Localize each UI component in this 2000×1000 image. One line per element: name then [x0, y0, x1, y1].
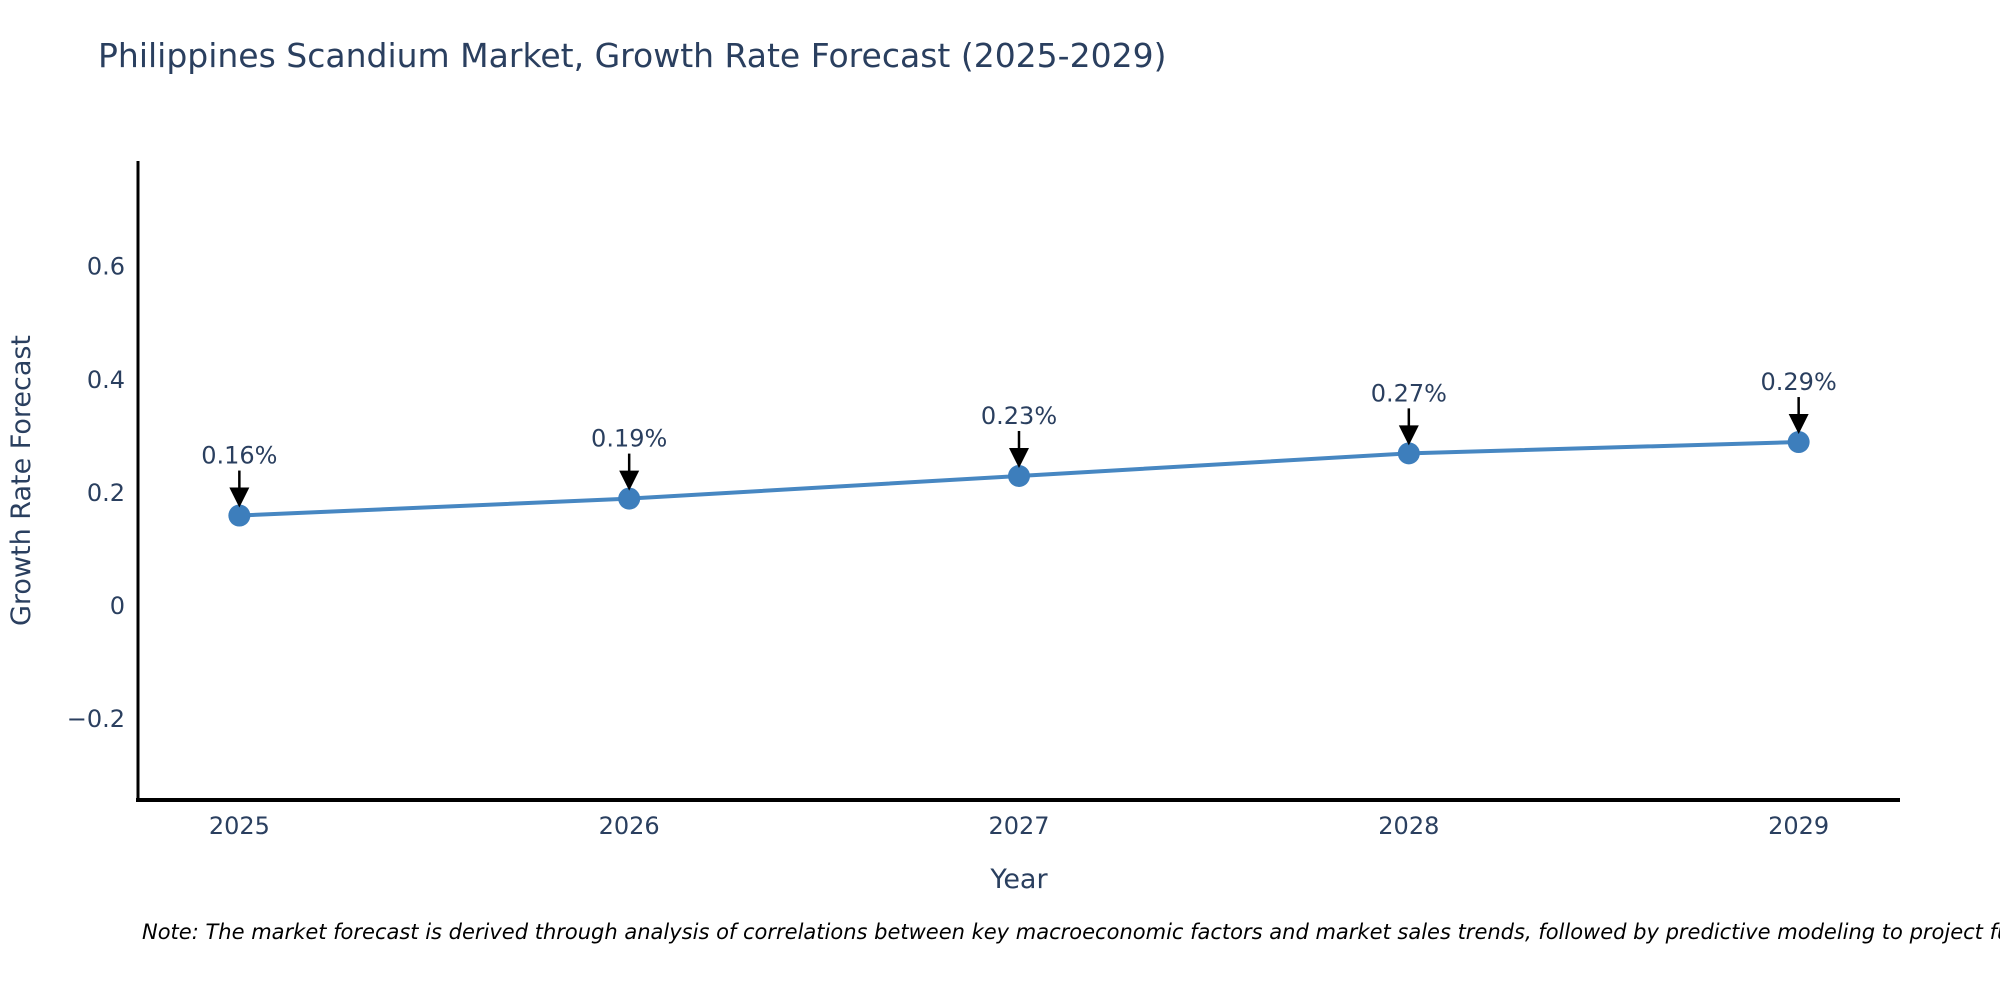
- y-tick-label: −0.2: [67, 705, 125, 733]
- y-tick-label: 0: [110, 592, 125, 620]
- y-tick-label: 0.4: [87, 366, 125, 394]
- annotation-arrowhead-icon: [1788, 414, 1809, 435]
- data-point-label: 0.16%: [201, 442, 277, 470]
- data-point-marker[interactable]: [1008, 464, 1030, 487]
- annotation-arrowhead-icon: [1398, 425, 1419, 446]
- data-point-marker[interactable]: [228, 504, 251, 527]
- annotation-arrowhead-icon: [1009, 447, 1029, 468]
- data-point-label: 0.29%: [1761, 368, 1837, 396]
- y-axis-title: Growth Rate Forecast: [6, 335, 37, 626]
- x-tick-label: 2025: [209, 812, 270, 840]
- y-tick-label: 0.2: [87, 479, 125, 507]
- chart-title: Philippines Scandium Market, Growth Rate…: [98, 36, 1167, 75]
- data-point-marker[interactable]: [1397, 442, 1420, 465]
- annotation-arrowhead-icon: [619, 470, 640, 491]
- data-point-label: 0.23%: [981, 402, 1057, 430]
- x-tick-label: 2026: [599, 812, 660, 840]
- y-tick-label: 0.6: [87, 253, 125, 281]
- data-point-marker[interactable]: [618, 487, 641, 510]
- x-axis-title: Year: [989, 864, 1048, 895]
- data-point-label: 0.27%: [1371, 379, 1447, 407]
- x-tick-label: 2028: [1378, 812, 1439, 840]
- data-point-label: 0.19%: [591, 425, 667, 453]
- footnote-text: Note: The market forecast is derived thr…: [142, 920, 2000, 944]
- annotation-arrowhead-icon: [229, 487, 250, 508]
- x-tick-label: 2027: [988, 812, 1049, 840]
- x-tick-label: 2029: [1768, 812, 1829, 840]
- data-point-marker[interactable]: [1787, 431, 1810, 454]
